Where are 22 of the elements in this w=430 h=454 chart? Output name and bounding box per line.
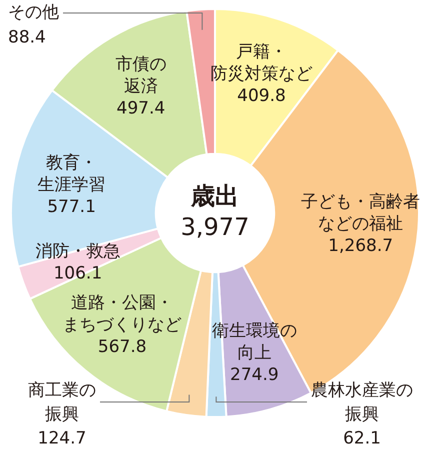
slice-label: 商工業の振興 <box>28 380 96 424</box>
data-label: 409.8 <box>237 86 286 106</box>
slice-label: 教育・生涯学習 <box>38 152 106 195</box>
data-label: 62.1 <box>343 428 381 448</box>
slice-label: 市債の返済 <box>115 54 166 97</box>
slice-label: 子ども・高齢者などの福祉 <box>301 192 420 234</box>
slice-label: 戸籍・防災対策など <box>210 42 312 84</box>
slice-label: 道路・公園・まちづくりなど <box>62 293 182 336</box>
slice-label: 農林水産業の振興 <box>311 380 413 424</box>
data-label: 1,268.7 <box>328 236 394 256</box>
data-label: 124.7 <box>38 428 86 448</box>
data-label: 577.1 <box>47 196 96 217</box>
data-label: 497.4 <box>116 98 166 119</box>
text: 3,977 <box>180 213 250 242</box>
slice-label: その他 <box>8 2 59 22</box>
slice-label: 衛生環境の向上 <box>212 321 297 364</box>
slice-label: 消防・救急 <box>35 242 120 262</box>
data-label: 274.9 <box>230 365 279 386</box>
data-label: 106.1 <box>53 264 102 284</box>
data-label: 567.8 <box>98 337 147 358</box>
data-label: 88.4 <box>8 27 46 48</box>
text: 歳出 <box>190 182 239 210</box>
